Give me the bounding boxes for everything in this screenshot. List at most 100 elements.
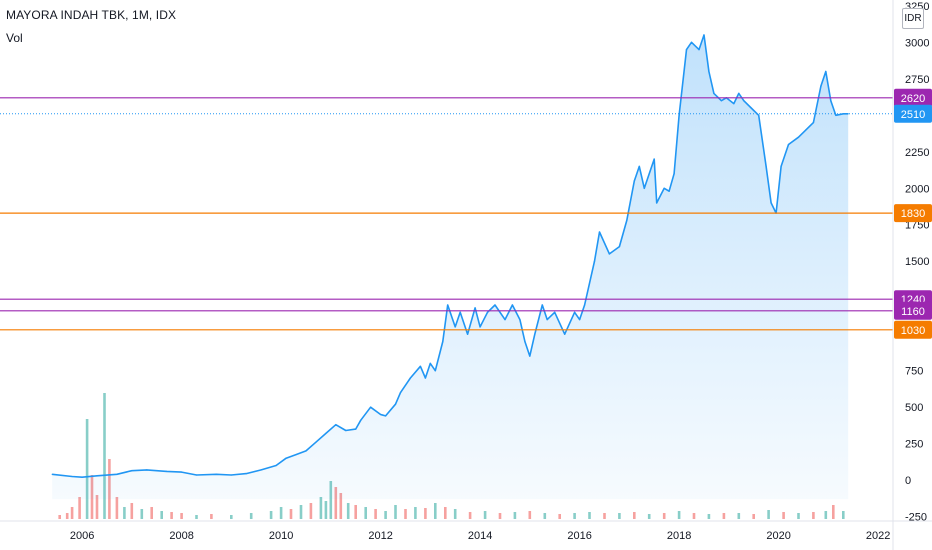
volume-bar-31 bbox=[346, 503, 350, 519]
volume-bar-66 bbox=[812, 512, 815, 519]
volume-bar-15 bbox=[170, 512, 173, 519]
price-point-96 bbox=[847, 113, 849, 115]
volume-bar-6 bbox=[95, 495, 99, 519]
currency-label[interactable]: IDR bbox=[902, 8, 924, 29]
price-point-15 bbox=[285, 457, 287, 459]
price-point-88 bbox=[797, 136, 800, 138]
price-axis-ticks[interactable]: 3250300027502500225020001750150012501000… bbox=[905, 1, 929, 524]
price-point-14 bbox=[275, 464, 277, 467]
price-point-41 bbox=[486, 311, 489, 313]
volume-bar-13 bbox=[150, 507, 153, 519]
x-tick-2012: 2012 bbox=[368, 530, 392, 542]
price-point-4 bbox=[116, 473, 118, 475]
price-point-32 bbox=[429, 362, 431, 364]
price-point-19 bbox=[325, 432, 327, 434]
price-point-42 bbox=[494, 304, 496, 306]
y-tick-500: 500 bbox=[905, 402, 923, 414]
volume-bar-53 bbox=[618, 513, 621, 519]
volume-bar-56 bbox=[662, 513, 666, 519]
y-tick-2000: 2000 bbox=[905, 183, 929, 195]
y-tick-3000: 3000 bbox=[905, 37, 929, 49]
volume-bar-32 bbox=[354, 505, 357, 519]
price-area bbox=[51, 34, 849, 500]
volume-bar-67 bbox=[824, 511, 828, 519]
price-point-61 bbox=[633, 180, 635, 182]
volume-bar-12 bbox=[140, 509, 144, 519]
y-tick-2250: 2250 bbox=[905, 147, 929, 159]
x-tick-2018: 2018 bbox=[667, 530, 691, 542]
y-tick-250: 250 bbox=[905, 439, 923, 451]
price-point-66 bbox=[663, 187, 665, 189]
price-point-10 bbox=[215, 473, 217, 475]
price-point-74 bbox=[708, 70, 710, 73]
x-tick-2016: 2016 bbox=[567, 530, 591, 542]
price-point-26 bbox=[385, 415, 387, 417]
price-point-34 bbox=[442, 340, 444, 343]
price-point-46 bbox=[524, 340, 526, 343]
volume-bar-59 bbox=[707, 514, 711, 519]
y-tick-750: 750 bbox=[905, 366, 923, 378]
price-point-54 bbox=[579, 319, 581, 321]
price-point-81 bbox=[750, 107, 752, 109]
price-point-78 bbox=[733, 103, 735, 105]
price-point-25 bbox=[380, 413, 382, 416]
volume-bar-29 bbox=[334, 487, 338, 519]
price-point-64 bbox=[653, 158, 655, 160]
price-point-13 bbox=[260, 469, 262, 471]
price-point-22 bbox=[355, 428, 357, 430]
price-point-59 bbox=[618, 246, 621, 248]
price-point-79 bbox=[738, 92, 740, 94]
price-area-fill bbox=[52, 35, 849, 500]
volume-label[interactable]: Vol bbox=[6, 31, 23, 45]
price-point-91 bbox=[820, 85, 822, 87]
price-point-18 bbox=[315, 441, 317, 443]
price-point-27 bbox=[394, 403, 397, 405]
y-tick-0: 0 bbox=[905, 475, 911, 487]
volume-bar-0 bbox=[58, 515, 61, 519]
y-tick-1500: 1500 bbox=[905, 256, 929, 268]
volume-bar-16 bbox=[180, 513, 183, 519]
volume-bar-44 bbox=[483, 511, 487, 519]
price-point-90 bbox=[812, 122, 815, 124]
volume-bar-28 bbox=[329, 481, 333, 519]
volume-bar-10 bbox=[123, 507, 126, 519]
volume-bar-21 bbox=[269, 511, 273, 519]
x-tick-2006: 2006 bbox=[70, 530, 94, 542]
price-point-40 bbox=[479, 326, 481, 328]
x-tick-2020: 2020 bbox=[766, 530, 790, 542]
horizontal-levels bbox=[0, 97, 893, 331]
price-point-67 bbox=[668, 190, 670, 192]
price-point-30 bbox=[419, 365, 421, 367]
volume-bar-1 bbox=[65, 513, 69, 519]
level-tag-1030 bbox=[894, 320, 932, 339]
x-tick-2008: 2008 bbox=[169, 530, 193, 542]
volume-bar-36 bbox=[394, 505, 397, 519]
y-tick-1750: 1750 bbox=[905, 220, 929, 232]
time-axis-ticks[interactable]: 2006 2008 2010 2012 2014 2016 2018 2020 2022 bbox=[70, 530, 890, 542]
price-point-70 bbox=[685, 49, 688, 51]
price-point-17 bbox=[305, 450, 307, 452]
volume-bar-64 bbox=[782, 512, 785, 519]
symbol-title[interactable]: MAYORA INDAH TBK, 1M, IDX bbox=[6, 8, 177, 22]
level-tag-1830 bbox=[894, 204, 932, 223]
price-point-53 bbox=[574, 311, 576, 313]
price-point-31 bbox=[424, 377, 426, 379]
price-point-11 bbox=[230, 474, 232, 476]
price-point-47 bbox=[529, 355, 531, 357]
price-point-9 bbox=[195, 474, 198, 476]
price-point-29 bbox=[409, 377, 411, 379]
price-point-55 bbox=[584, 304, 586, 306]
price-point-83 bbox=[765, 165, 767, 167]
volume-bar-7 bbox=[103, 393, 106, 519]
volume-bar-65 bbox=[797, 513, 800, 519]
price-point-45 bbox=[519, 319, 521, 321]
volume-bar-39 bbox=[424, 508, 427, 519]
price-point-20 bbox=[335, 424, 337, 426]
price-point-87 bbox=[787, 143, 790, 146]
volume-bar-3 bbox=[78, 497, 81, 519]
volume-bar-19 bbox=[230, 515, 233, 519]
last-price-tag-label: 2510 bbox=[901, 109, 925, 121]
